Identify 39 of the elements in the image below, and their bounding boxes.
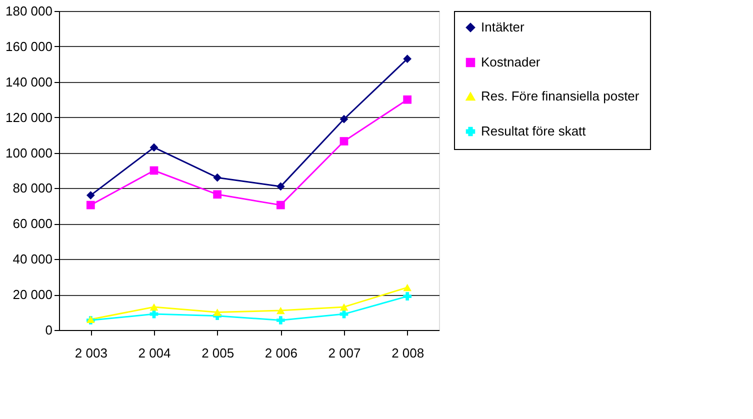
point: [403, 95, 412, 104]
point: [213, 173, 222, 182]
point: [276, 182, 285, 191]
y-tick-label: 160 000: [6, 38, 52, 54]
y-tick-label: 180 000: [6, 4, 52, 18]
y-tick-label: 0: [45, 322, 52, 338]
y-tick-label: 60 000: [12, 216, 52, 232]
point: [150, 143, 158, 152]
y-tick-label: 100 000: [6, 145, 52, 160]
y-tick-label: 140 000: [6, 74, 52, 90]
y-tick-label: 40 000: [12, 252, 52, 267]
point: [403, 54, 412, 64]
x-tick-label: 2 004: [138, 346, 171, 360]
point: [150, 303, 158, 311]
legend-label: Resultat före skatt: [481, 124, 586, 138]
legend-label: Res. Före finansiella poster: [481, 88, 640, 104]
y-tick-label: 80 000: [12, 180, 52, 196]
point: [340, 303, 348, 311]
y-tick-label: 20 000: [12, 287, 52, 302]
x-tick-label: 2 008: [392, 346, 424, 360]
point: [276, 200, 285, 210]
x-tick-label: 2 005: [202, 346, 234, 360]
point: [403, 284, 412, 292]
x-tick-label: 2 006: [264, 346, 298, 360]
point: [276, 306, 285, 314]
y-tick-label: 120 000: [6, 110, 52, 125]
x-tick-label: 2 003: [74, 346, 108, 360]
point: [276, 316, 285, 324]
point: [213, 308, 222, 316]
point: [86, 200, 95, 210]
legend-label: Kostnader: [481, 54, 541, 70]
point: [86, 191, 95, 200]
point: [403, 292, 412, 301]
point: [150, 166, 158, 175]
x-tick-label: 2 007: [328, 346, 361, 360]
point: [340, 137, 348, 146]
point: [340, 114, 348, 124]
legend-label: Intäkter: [481, 20, 526, 34]
point: [213, 190, 222, 199]
